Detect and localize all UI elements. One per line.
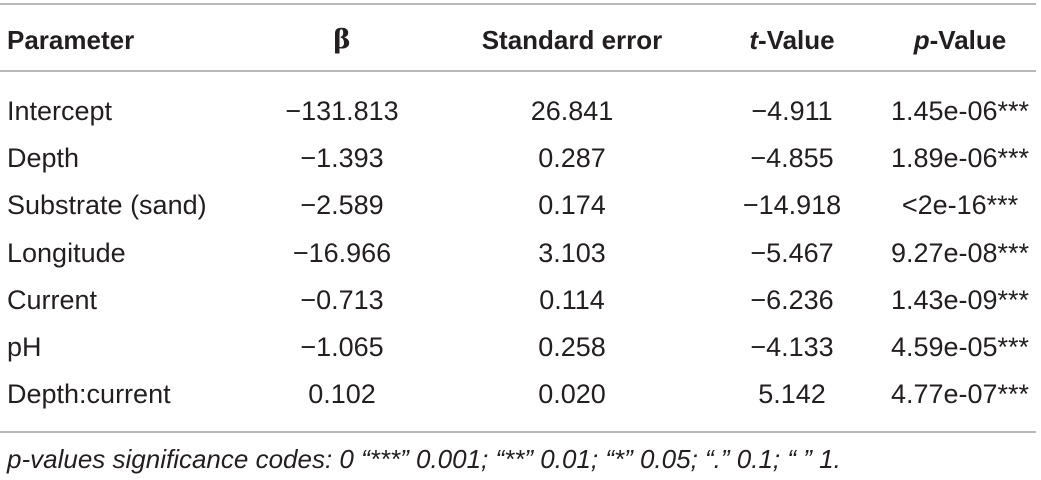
table-row: Depth:current 0.102 0.020 5.142 4.77e-07… bbox=[0, 371, 1041, 418]
cell-t-value: 5.142 bbox=[758, 379, 826, 410]
table-bottom-rule bbox=[0, 431, 1036, 433]
cell-p-value: 1.89e-06*** bbox=[890, 143, 1030, 174]
header-beta: β bbox=[333, 25, 351, 55]
table-row: Current −0.713 0.114 −6.236 1.43e-09*** bbox=[0, 277, 1041, 324]
cell-standard-error: 3.103 bbox=[538, 237, 606, 268]
cell-p-value: 4.59e-05*** bbox=[890, 332, 1030, 363]
header-p-value: p-Value bbox=[877, 0, 1041, 80]
cell-beta: 0.102 bbox=[308, 379, 376, 410]
header-t-italic: t bbox=[749, 24, 759, 55]
coefficient-table: Parameter β Standard error t-Value p-Val… bbox=[0, 0, 1041, 418]
cell-t-value: −5.467 bbox=[750, 237, 834, 268]
cell-standard-error: 0.114 bbox=[539, 284, 605, 315]
cell-parameter: Substrate (sand) bbox=[7, 190, 207, 221]
cell-t-value: −4.133 bbox=[750, 332, 834, 363]
table-body: Intercept −131.813 26.841 −4.911 1.45e-0… bbox=[0, 88, 1041, 418]
spacer-cell bbox=[0, 80, 1041, 88]
cell-standard-error: 0.258 bbox=[538, 332, 606, 363]
cell-p-value: 1.43e-09*** bbox=[890, 284, 1030, 315]
cell-t-value: −4.911 bbox=[751, 96, 833, 127]
cell-beta: −1.393 bbox=[300, 143, 384, 174]
cell-t-value: −14.918 bbox=[742, 190, 842, 221]
cell-t-value: −4.855 bbox=[750, 143, 834, 174]
cell-p-value: 9.27e-08*** bbox=[890, 237, 1030, 268]
header-spacer bbox=[0, 80, 1041, 88]
cell-beta: −0.713 bbox=[300, 284, 384, 315]
cell-parameter: Current bbox=[7, 284, 98, 315]
table-row: Substrate (sand) −2.589 0.174 −14.918 <2… bbox=[0, 182, 1041, 229]
cell-p-value: 4.77e-07*** bbox=[890, 379, 1030, 410]
cell-standard-error: 0.174 bbox=[538, 190, 606, 221]
header-p-rest: -Value bbox=[929, 24, 1007, 55]
table-header: Parameter β Standard error t-Value p-Val… bbox=[0, 0, 1041, 88]
table-row: Intercept −131.813 26.841 −4.911 1.45e-0… bbox=[0, 88, 1041, 135]
cell-beta: −1.065 bbox=[300, 332, 384, 363]
cell-beta: −16.966 bbox=[292, 237, 392, 268]
header-t-value: t-Value bbox=[707, 0, 877, 80]
cell-parameter: Longitude bbox=[7, 237, 126, 268]
cell-parameter: Depth bbox=[7, 143, 80, 174]
header-parameter: Parameter bbox=[7, 24, 135, 55]
cell-beta: −2.589 bbox=[300, 190, 384, 221]
header-p-italic: p bbox=[913, 24, 930, 55]
cell-standard-error: 26.841 bbox=[530, 96, 614, 127]
cell-standard-error: 0.287 bbox=[538, 143, 606, 174]
cell-p-value: <2e-16*** bbox=[901, 190, 1019, 221]
table-top-rule bbox=[0, 3, 1036, 5]
header-row: Parameter β Standard error t-Value p-Val… bbox=[0, 0, 1041, 80]
cell-parameter: pH bbox=[7, 332, 42, 363]
cell-t-value: −6.236 bbox=[750, 284, 834, 315]
header-divider-rule bbox=[0, 70, 1036, 72]
header-t-rest: -Value bbox=[758, 24, 835, 55]
significance-footnote: p-values significance codes: 0 “***” 0.0… bbox=[7, 444, 841, 474]
cell-beta: −131.813 bbox=[285, 96, 399, 127]
table-row: Longitude −16.966 3.103 −5.467 9.27e-08*… bbox=[0, 230, 1041, 277]
cell-parameter: Depth:current bbox=[7, 379, 171, 410]
table-row: Depth −1.393 0.287 −4.855 1.89e-06*** bbox=[0, 135, 1041, 182]
cell-standard-error: 0.020 bbox=[538, 379, 606, 410]
cell-p-value: 1.45e-06*** bbox=[890, 96, 1030, 127]
header-standard-error: Standard error bbox=[481, 24, 663, 55]
cell-parameter: Intercept bbox=[7, 96, 113, 127]
table-row: pH −1.065 0.258 −4.133 4.59e-05*** bbox=[0, 324, 1041, 371]
